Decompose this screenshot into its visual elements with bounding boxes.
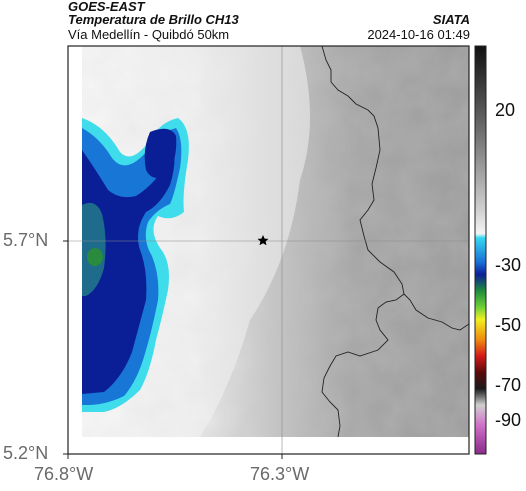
x-tick-label-76.3W: 76.3°W [250, 464, 310, 484]
header-datetime: 2024-10-16 01:49 [367, 27, 470, 42]
header-title-channel: Temperatura de Brillo CH13 [68, 12, 239, 27]
deep-cold-core [82, 138, 175, 394]
deep-cold-core-north [144, 128, 177, 178]
y-tick-label-5.2N: 5.2°N [3, 443, 49, 463]
colorbar [474, 45, 487, 455]
colorbar-label-minus30: -30 [495, 255, 522, 275]
colorbar-label-20: 20 [495, 100, 516, 120]
header-title-goes: GOES-EAST [68, 0, 145, 14]
x-tick-label-76.8W: 76.8°W [34, 464, 94, 484]
colorbar-label-minus90: -90 [495, 410, 522, 430]
header-subtitle-region: Vía Medellín - Quibdó 50km [68, 27, 230, 42]
header-source: SIATA [432, 12, 470, 27]
colorbar-scale [474, 45, 487, 455]
colorbar-label-minus50: -50 [495, 315, 522, 335]
department-border-east [403, 293, 469, 331]
green-coldest-spot [87, 248, 103, 266]
map-data-layer [82, 46, 469, 438]
map-frame [67, 45, 470, 455]
colorbar-label-minus70: -70 [495, 375, 522, 395]
department-border-main [321, 46, 405, 438]
star-icon [257, 235, 269, 246]
y-tick-label-5.7N: 5.7°N [3, 230, 49, 250]
